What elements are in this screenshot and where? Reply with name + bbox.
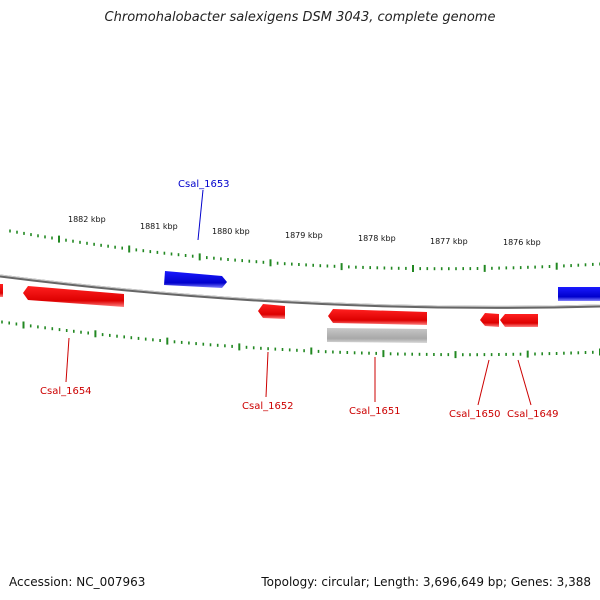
gene-arrow[interactable] xyxy=(258,304,285,319)
gene-csal-1650[interactable]: Csal_1650 xyxy=(449,313,501,420)
chromosome-backbone xyxy=(0,274,600,309)
gene-label: Csal_1654 xyxy=(40,386,92,397)
gene-arrow[interactable] xyxy=(500,314,538,327)
outer-tick-ring xyxy=(9,229,600,272)
scale-label-1880: 1880 kbp xyxy=(212,227,250,236)
gene-csal-1651[interactable]: Csal_1651 xyxy=(327,309,427,417)
gene-label: Csal_1652 xyxy=(242,401,294,412)
accession-text: Accession: NC_007963 xyxy=(9,575,146,589)
gene-label: Csal_1651 xyxy=(349,406,401,417)
gene-label-leader xyxy=(517,359,532,406)
topology-text: Topology: circular; Length: 3,696,649 bp… xyxy=(261,575,591,589)
gene-csal-1654[interactable]: Csal_1654 xyxy=(23,286,124,397)
gene-offscreen-right[interactable] xyxy=(558,287,600,301)
gene-arrow[interactable] xyxy=(164,271,227,288)
scale-label-1877: 1877 kbp xyxy=(430,237,468,246)
gene-label: Csal_1649 xyxy=(507,409,559,420)
scale-label-1876: 1876 kbp xyxy=(503,238,541,247)
scale-label-1878: 1878 kbp xyxy=(358,234,396,243)
gene-label: Csal_1650 xyxy=(449,409,501,420)
gene-label-leader xyxy=(197,189,204,241)
gene-csal-1653[interactable]: Csal_1653 xyxy=(164,179,230,288)
gene-label-leader xyxy=(65,337,70,383)
gene-arrow[interactable] xyxy=(328,309,427,325)
gene-label-leader xyxy=(477,359,490,406)
gene-label-leader xyxy=(265,351,269,398)
gene-arrow[interactable] xyxy=(480,313,499,327)
gene-arrow[interactable] xyxy=(558,287,600,301)
scale-label-1879: 1879 kbp xyxy=(285,231,323,240)
gene-csal-1652[interactable]: Csal_1652 xyxy=(242,304,294,412)
chromosome-backbone-highlight xyxy=(0,274,600,307)
genome-title: Chromohalobacter salexigens DSM 3043, co… xyxy=(104,10,496,25)
scale-label-1881: 1881 kbp xyxy=(140,222,178,231)
scale-labels: 1882 kbp 1881 kbp 1880 kbp 1879 kbp 1878… xyxy=(68,215,541,247)
gene-label: Csal_1653 xyxy=(178,179,230,190)
gene-arrow[interactable] xyxy=(23,286,124,307)
gene-arrow[interactable] xyxy=(0,284,3,297)
gene-feature-gray[interactable] xyxy=(327,328,427,343)
gene-offscreen-left[interactable] xyxy=(0,284,3,297)
scale-label-1882: 1882 kbp xyxy=(68,215,106,224)
gene-csal-1649[interactable]: Csal_1649 xyxy=(500,314,559,420)
inner-tick-ring xyxy=(1,320,600,359)
